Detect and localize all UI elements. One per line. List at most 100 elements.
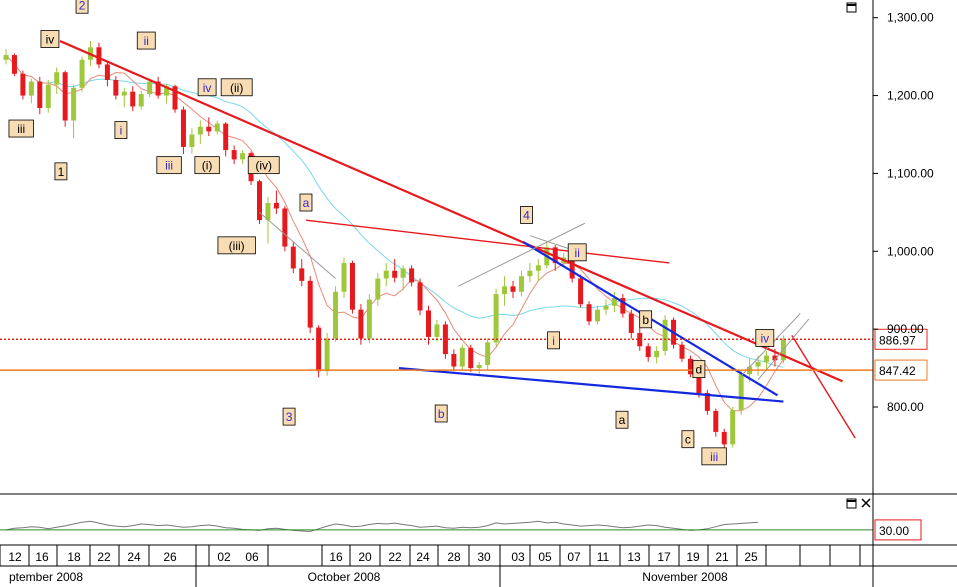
wave-label-box bbox=[8, 119, 34, 138]
wave-label: iv bbox=[755, 329, 775, 347]
candle-body bbox=[71, 87, 77, 121]
wave-label-box bbox=[197, 78, 217, 97]
candle bbox=[299, 259, 305, 287]
oscillator-maximize-button[interactable] bbox=[846, 498, 857, 509]
candle-body bbox=[611, 297, 617, 306]
candle bbox=[518, 270, 524, 297]
wave-label-box bbox=[136, 31, 156, 50]
candle-body bbox=[535, 265, 541, 271]
wave-label-text: 2 bbox=[79, 0, 86, 12]
wave-label-box bbox=[615, 410, 629, 429]
candle-body bbox=[696, 374, 702, 393]
candle bbox=[595, 305, 600, 325]
x-tick-label: 26 bbox=[163, 550, 177, 564]
candle-body bbox=[316, 327, 322, 372]
candle-body bbox=[257, 181, 262, 221]
candle bbox=[28, 78, 34, 104]
maximize-button[interactable] bbox=[846, 2, 857, 13]
candle-body bbox=[147, 81, 153, 95]
candle bbox=[451, 349, 457, 372]
oscillator-close-button[interactable] bbox=[861, 498, 871, 508]
wave-label-text: iv bbox=[203, 81, 212, 95]
candle bbox=[620, 294, 626, 318]
candle-body bbox=[172, 86, 178, 110]
candle bbox=[426, 305, 431, 345]
wave-label-box bbox=[567, 243, 587, 262]
wave-label-box bbox=[217, 236, 256, 255]
candle-body bbox=[451, 354, 457, 367]
upper-resistance-line bbox=[305, 219, 670, 264]
candle bbox=[730, 407, 736, 448]
wave-label-box bbox=[547, 331, 560, 350]
candle-body bbox=[290, 246, 296, 269]
candle-body bbox=[704, 392, 710, 411]
candle bbox=[71, 84, 77, 139]
candle bbox=[349, 260, 355, 314]
candle-body bbox=[299, 268, 305, 281]
candle bbox=[713, 408, 719, 437]
wave-label-text: i bbox=[120, 124, 123, 138]
candle bbox=[62, 70, 68, 127]
candle bbox=[628, 309, 634, 339]
candle bbox=[738, 369, 744, 415]
y-tick-label: 1,200.00 bbox=[887, 89, 934, 103]
candle bbox=[223, 122, 229, 157]
candle-body bbox=[20, 73, 26, 96]
x-tick-label: 07 bbox=[567, 550, 581, 564]
x-tick-label: 17 bbox=[657, 550, 671, 564]
level-value: 847.42 bbox=[879, 364, 916, 378]
level-label: 847.42 bbox=[874, 359, 928, 381]
candle bbox=[282, 206, 288, 252]
x-tick-label: 21 bbox=[715, 550, 729, 564]
wave-label: d bbox=[692, 360, 706, 379]
candle bbox=[138, 90, 144, 110]
wave-label: ii bbox=[136, 31, 156, 50]
level-value: 886.97 bbox=[879, 333, 916, 347]
candle-body bbox=[307, 280, 313, 328]
wave-label: (ii) bbox=[220, 78, 253, 97]
candle-body bbox=[189, 134, 195, 147]
wave-label-text: iv bbox=[760, 331, 769, 345]
wave-label-box bbox=[681, 430, 695, 449]
candle bbox=[206, 117, 212, 137]
x-tick-label: 06 bbox=[245, 550, 259, 564]
candle-body bbox=[468, 347, 474, 369]
candle bbox=[155, 76, 161, 99]
candle-body bbox=[130, 91, 136, 107]
candle-body bbox=[121, 91, 127, 96]
candle bbox=[79, 56, 85, 92]
wave-label-text: a bbox=[303, 196, 310, 210]
candle-body bbox=[341, 262, 347, 292]
candle bbox=[502, 276, 508, 306]
candle-body bbox=[333, 291, 339, 339]
candle bbox=[172, 84, 178, 113]
candle bbox=[586, 301, 592, 326]
wave-label: i bbox=[547, 331, 560, 350]
candle-body bbox=[510, 286, 516, 292]
candle bbox=[611, 291, 617, 313]
candle bbox=[468, 344, 474, 372]
candle-body bbox=[552, 247, 558, 263]
wave-label-text: 1 bbox=[58, 165, 65, 179]
candle-body bbox=[11, 55, 17, 74]
y-tick-label: 1,300.00 bbox=[887, 11, 934, 25]
candle bbox=[679, 341, 685, 362]
candle-body bbox=[164, 86, 170, 96]
candle bbox=[3, 48, 9, 65]
candle bbox=[121, 87, 127, 108]
candle-body bbox=[713, 410, 719, 432]
wave-label-box bbox=[299, 193, 313, 212]
level-label: 886.97 bbox=[874, 328, 928, 350]
candle-body bbox=[197, 126, 203, 135]
lower-channel-line bbox=[398, 366, 784, 403]
candle-body bbox=[409, 268, 415, 283]
candle bbox=[113, 76, 119, 100]
wave-label-box bbox=[220, 78, 253, 97]
wave-label-box bbox=[40, 30, 60, 48]
wave-label-box bbox=[701, 447, 727, 466]
candle-body bbox=[383, 270, 389, 279]
wave-label-text: a bbox=[619, 413, 626, 427]
candle bbox=[459, 344, 465, 370]
candle bbox=[764, 350, 769, 372]
wave-label-box bbox=[114, 121, 128, 139]
